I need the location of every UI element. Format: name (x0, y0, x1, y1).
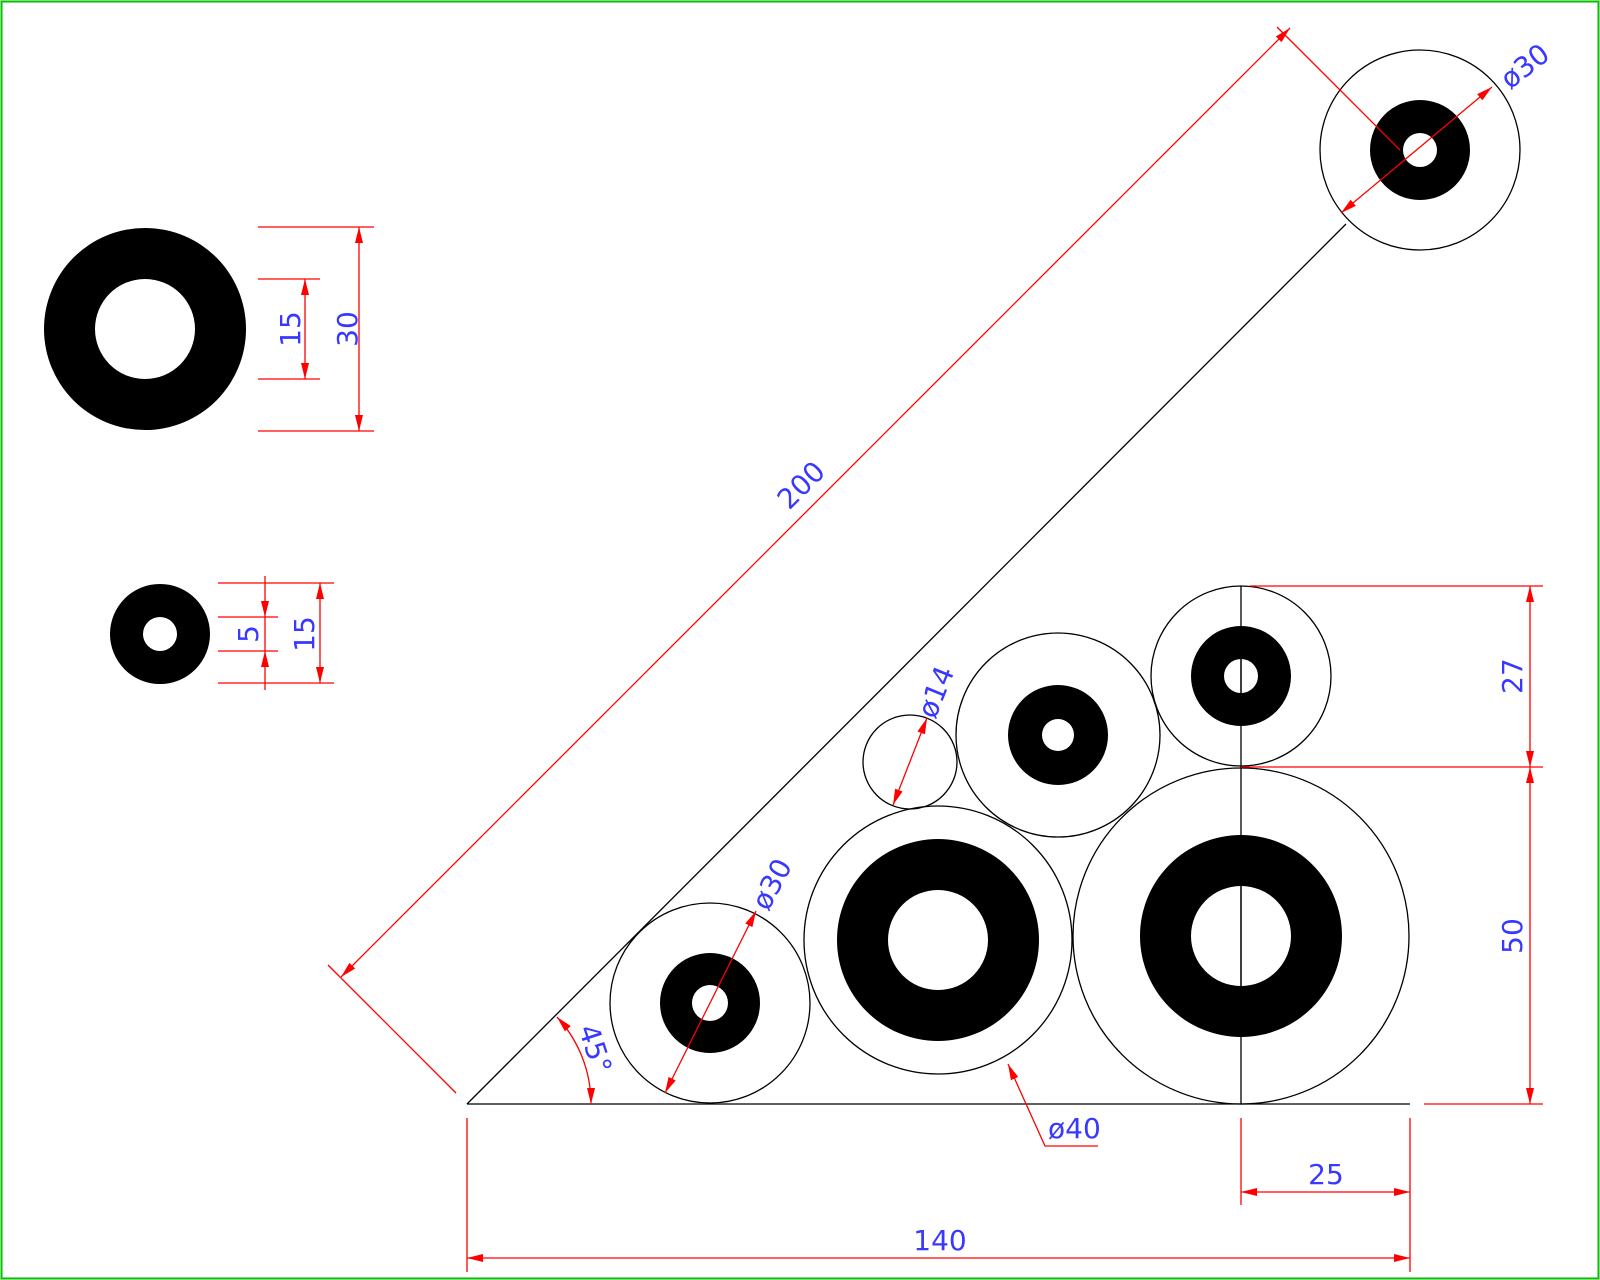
dim-200-ext-start (327, 964, 457, 1094)
dim-50-text: 50 (1496, 918, 1529, 954)
circle-middle-upper (955, 632, 1161, 838)
dim-25-text: 25 (1308, 1158, 1344, 1191)
dimensions: 200 140 25 50 27 45° ø30 ø30 ø14 ø40 (218, 26, 1556, 1272)
washer-small-reference (109, 583, 210, 685)
dim-27-text: 27 (1496, 658, 1529, 694)
dim-45-text: 45° (572, 1020, 619, 1077)
dim-dia-small-left-text: ø30 (745, 853, 799, 915)
dim-dia-14-line (892, 717, 928, 806)
dim-washer-large-outer-text: 30 (331, 311, 364, 347)
dim-dia-small-left-line (664, 910, 757, 1094)
washer-top-corner (1370, 100, 1470, 200)
dim-dia-40-text: ø40 (1048, 1112, 1101, 1145)
dim-200-line (340, 27, 1291, 978)
dim-140-text: 140 (913, 1224, 966, 1257)
dim-dia-14-text: ø14 (911, 661, 961, 722)
circle-top-corner (1319, 49, 1521, 251)
washer-large-reference (43, 227, 246, 431)
dim-200-text: 200 (771, 455, 832, 516)
dim-washer-small-outer-text: 15 (288, 616, 321, 652)
dim-washer-large-inner-text: 15 (274, 311, 307, 347)
washer-bottom-middle (837, 839, 1039, 1041)
dim-washer-small-inner-text: 5 (232, 625, 265, 643)
dim-dia-40-leader (1007, 1063, 1098, 1147)
dim-dia-top-text: ø30 (1494, 37, 1556, 95)
dim-dia-top-line (1340, 86, 1493, 214)
washer-middle-upper (1008, 685, 1108, 785)
dim-200-ext-end (1276, 26, 1401, 151)
dim-45-arc (556, 1016, 596, 1105)
main-geometry (466, 49, 1521, 1105)
reference-washers (43, 227, 246, 685)
